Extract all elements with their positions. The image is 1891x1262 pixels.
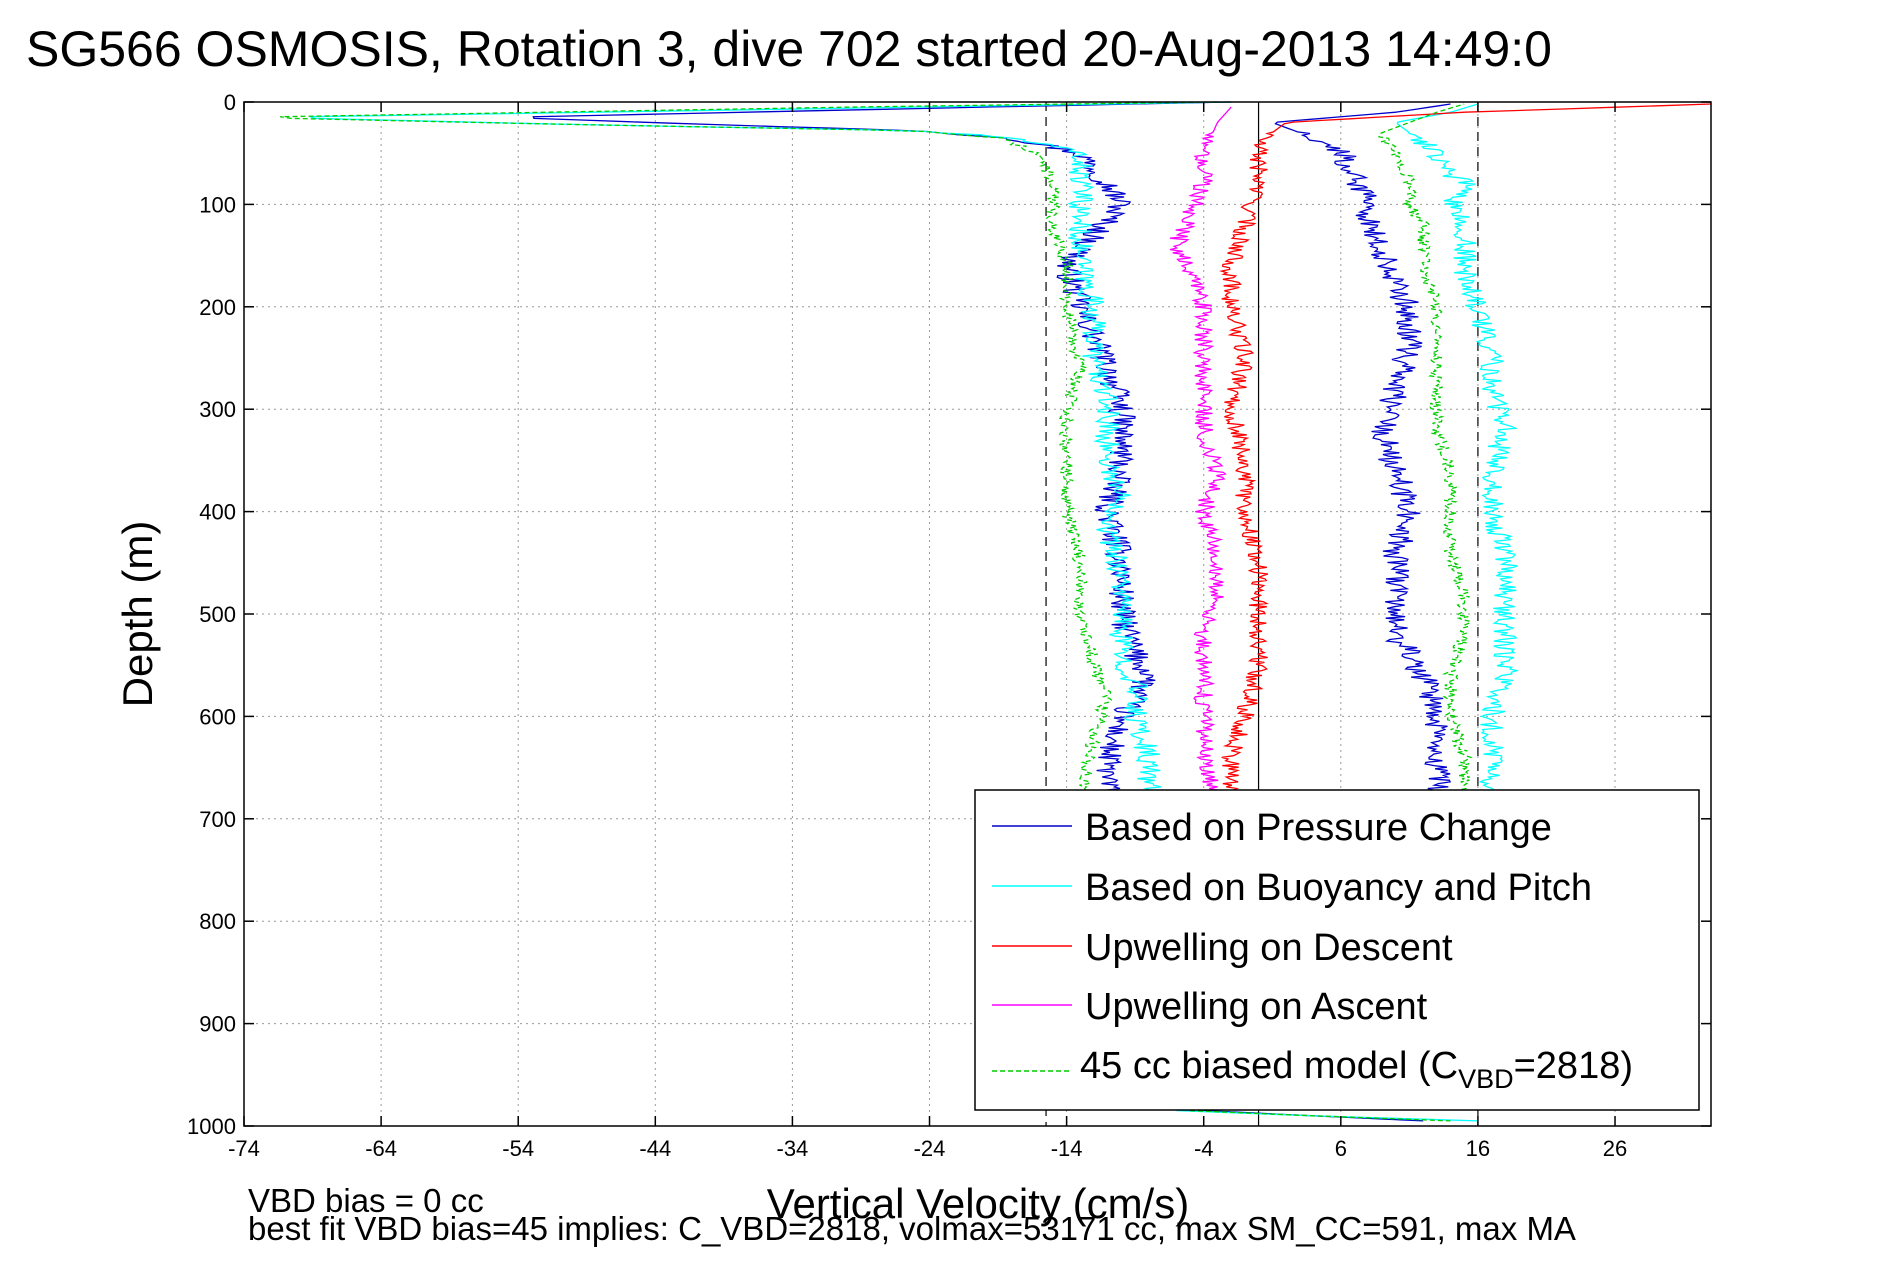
series-line: [532, 101, 1232, 799]
series-2: [1219, 103, 1712, 799]
x-tick-label: -74: [228, 1136, 260, 1161]
footer-best-fit: best fit VBD bias=45 implies: C_VBD=2818…: [248, 1210, 1576, 1247]
legend-label: Based on Pressure Change: [1085, 807, 1552, 849]
x-tick-label: 6: [1335, 1136, 1347, 1161]
legend: Based on Pressure Change Based on Buoyanc…: [974, 789, 1700, 1111]
x-axis-label: Vertical Velocity (cm/s): [767, 1180, 1189, 1227]
legend-label: 45 cc biased model (CVBD=2818): [1080, 1045, 1633, 1094]
series-line: [1169, 106, 1232, 799]
legend-label: Upwelling on Ascent: [1085, 986, 1428, 1028]
series-line: [1378, 103, 1473, 799]
y-tick-label: 1000: [187, 1114, 236, 1139]
x-tick-label: -34: [777, 1136, 809, 1161]
y-tick-label: 300: [199, 397, 236, 422]
x-tick-label: -4: [1194, 1136, 1214, 1161]
y-tick-label: 400: [199, 500, 236, 525]
series-line: [309, 101, 1232, 799]
y-tick-label: 600: [199, 704, 236, 729]
x-tick-label: -14: [1051, 1136, 1083, 1161]
series-4: [280, 101, 1473, 1122]
y-tick-label: 900: [199, 1012, 236, 1037]
series-3: [1169, 106, 1232, 799]
series-line: [1274, 103, 1452, 799]
legend-label: Based on Buoyancy and Pitch: [1085, 867, 1592, 909]
y-tick-label: 0: [224, 90, 236, 115]
data-series: [280, 101, 1712, 1122]
legend-box: [974, 789, 1700, 1111]
x-tick-label: -64: [365, 1136, 397, 1161]
x-tick-label: 16: [1466, 1136, 1490, 1161]
x-tick-label: 26: [1603, 1136, 1627, 1161]
chart-title: SG566 OSMOSIS, Rotation 3, dive 702 star…: [26, 21, 1552, 77]
x-tick-label: -44: [639, 1136, 671, 1161]
x-tick-label: -24: [914, 1136, 946, 1161]
y-axis-label: Depth (m): [114, 521, 161, 708]
series-line: [1396, 103, 1520, 799]
series-line: [280, 101, 1218, 799]
y-tick-label: 200: [199, 295, 236, 320]
y-tick-label: 500: [199, 602, 236, 627]
series-line: [1219, 103, 1712, 799]
y-tick-label: 800: [199, 909, 236, 934]
y-tick-label: 700: [199, 807, 236, 832]
series-line: [1189, 1109, 1451, 1122]
footer-vbd-bias: VBD bias = 0 cc: [248, 1182, 484, 1219]
legend-label: Upwelling on Descent: [1085, 927, 1453, 969]
y-tick-label: 100: [199, 192, 236, 217]
x-tick-label: -54: [502, 1136, 534, 1161]
axis-ticks: -74 -64 -54 -44 -34 -24 -14 -4 6 16 26 0 100 200 300 40…: [187, 90, 1711, 1161]
